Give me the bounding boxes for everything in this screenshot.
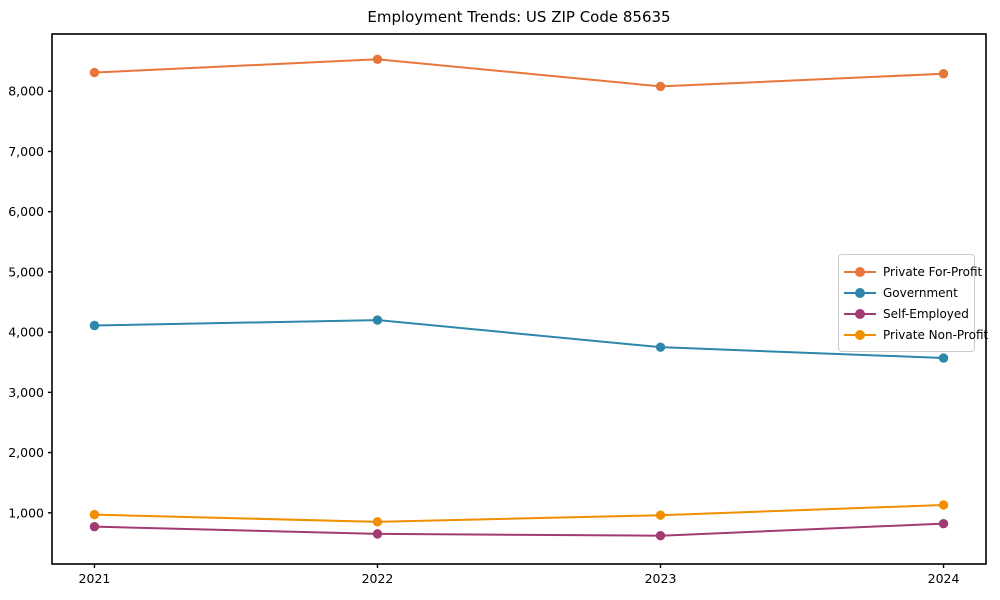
- x-tick-label-2021: 2021: [79, 571, 111, 586]
- legend-item-private-non-profit: Private Non-Profit: [843, 324, 988, 345]
- y-tick-label-2000: 2,000: [8, 445, 44, 460]
- data-point-private-non-profit-2024: [938, 500, 949, 510]
- x-tick-label-2024: 2024: [928, 571, 960, 586]
- y-tick-label-1000: 1,000: [8, 505, 44, 520]
- legend: Private For-Profit Government Self-Employe…: [838, 254, 988, 352]
- legend-dot-sample: [855, 266, 865, 277]
- legend-label: Private For-Profit: [883, 264, 983, 279]
- y-tick-label-3000: 3,000: [8, 385, 44, 400]
- data-point-private-for-profit-2024: [938, 69, 949, 79]
- legend-marker-private-for-profit-icon: [844, 266, 876, 277]
- series-line-government: [94, 319, 944, 360]
- data-point-self-employed-2021: [89, 521, 100, 532]
- data-point-private-for-profit-2021: [89, 67, 100, 78]
- data-point-private-for-profit-2023: [655, 81, 666, 92]
- data-point-self-employed-2023: [655, 530, 666, 541]
- plot-border: [51, 33, 987, 565]
- y-tick-label-5000: 5,000: [8, 264, 44, 279]
- legend-marker-self-employed-icon: [844, 308, 876, 319]
- legend-dot-sample: [855, 287, 865, 298]
- legend-marker-government-icon: [844, 287, 876, 298]
- y-tick-label-7000: 7,000: [8, 144, 44, 159]
- data-point-private-non-profit-2023: [655, 510, 666, 520]
- series-line-private-non-profit: [94, 503, 944, 523]
- legend-label: Self-Employed: [883, 306, 969, 321]
- series-line-self-employed: [94, 522, 944, 537]
- y-tick-label-6000: 6,000: [8, 204, 44, 219]
- data-point-private-non-profit-2022: [372, 517, 383, 527]
- legend-marker-private-non-profit-icon: [844, 329, 876, 340]
- data-point-government-2023: [655, 342, 666, 352]
- data-point-self-employed-2022: [372, 529, 383, 539]
- legend-label: Government: [883, 285, 958, 300]
- y-tick-label-8000: 8,000: [8, 84, 44, 99]
- legend-item-government: Government: [843, 282, 966, 303]
- x-tick-label-2022: 2022: [362, 571, 394, 586]
- series-line-private-for-profit: [94, 58, 944, 88]
- data-point-self-employed-2024: [938, 518, 949, 529]
- data-point-private-for-profit-2022: [372, 54, 383, 64]
- legend-label: Private Non-Profit: [883, 327, 989, 342]
- data-point-private-non-profit-2021: [89, 509, 100, 520]
- legend-item-private-for-profit: Private For-Profit: [843, 261, 982, 282]
- data-point-government-2024: [938, 353, 949, 363]
- legend-dot-sample: [855, 329, 865, 340]
- data-point-government-2021: [89, 320, 100, 331]
- y-tick-label-4000: 4,000: [8, 325, 44, 340]
- x-tick-label-2023: 2023: [645, 571, 677, 586]
- chart-title: Employment Trends: US ZIP Code 85635: [367, 8, 671, 26]
- legend-dot-sample: [855, 308, 865, 319]
- data-point-government-2022: [372, 315, 383, 325]
- legend-item-self-employed: Self-Employed: [843, 303, 969, 324]
